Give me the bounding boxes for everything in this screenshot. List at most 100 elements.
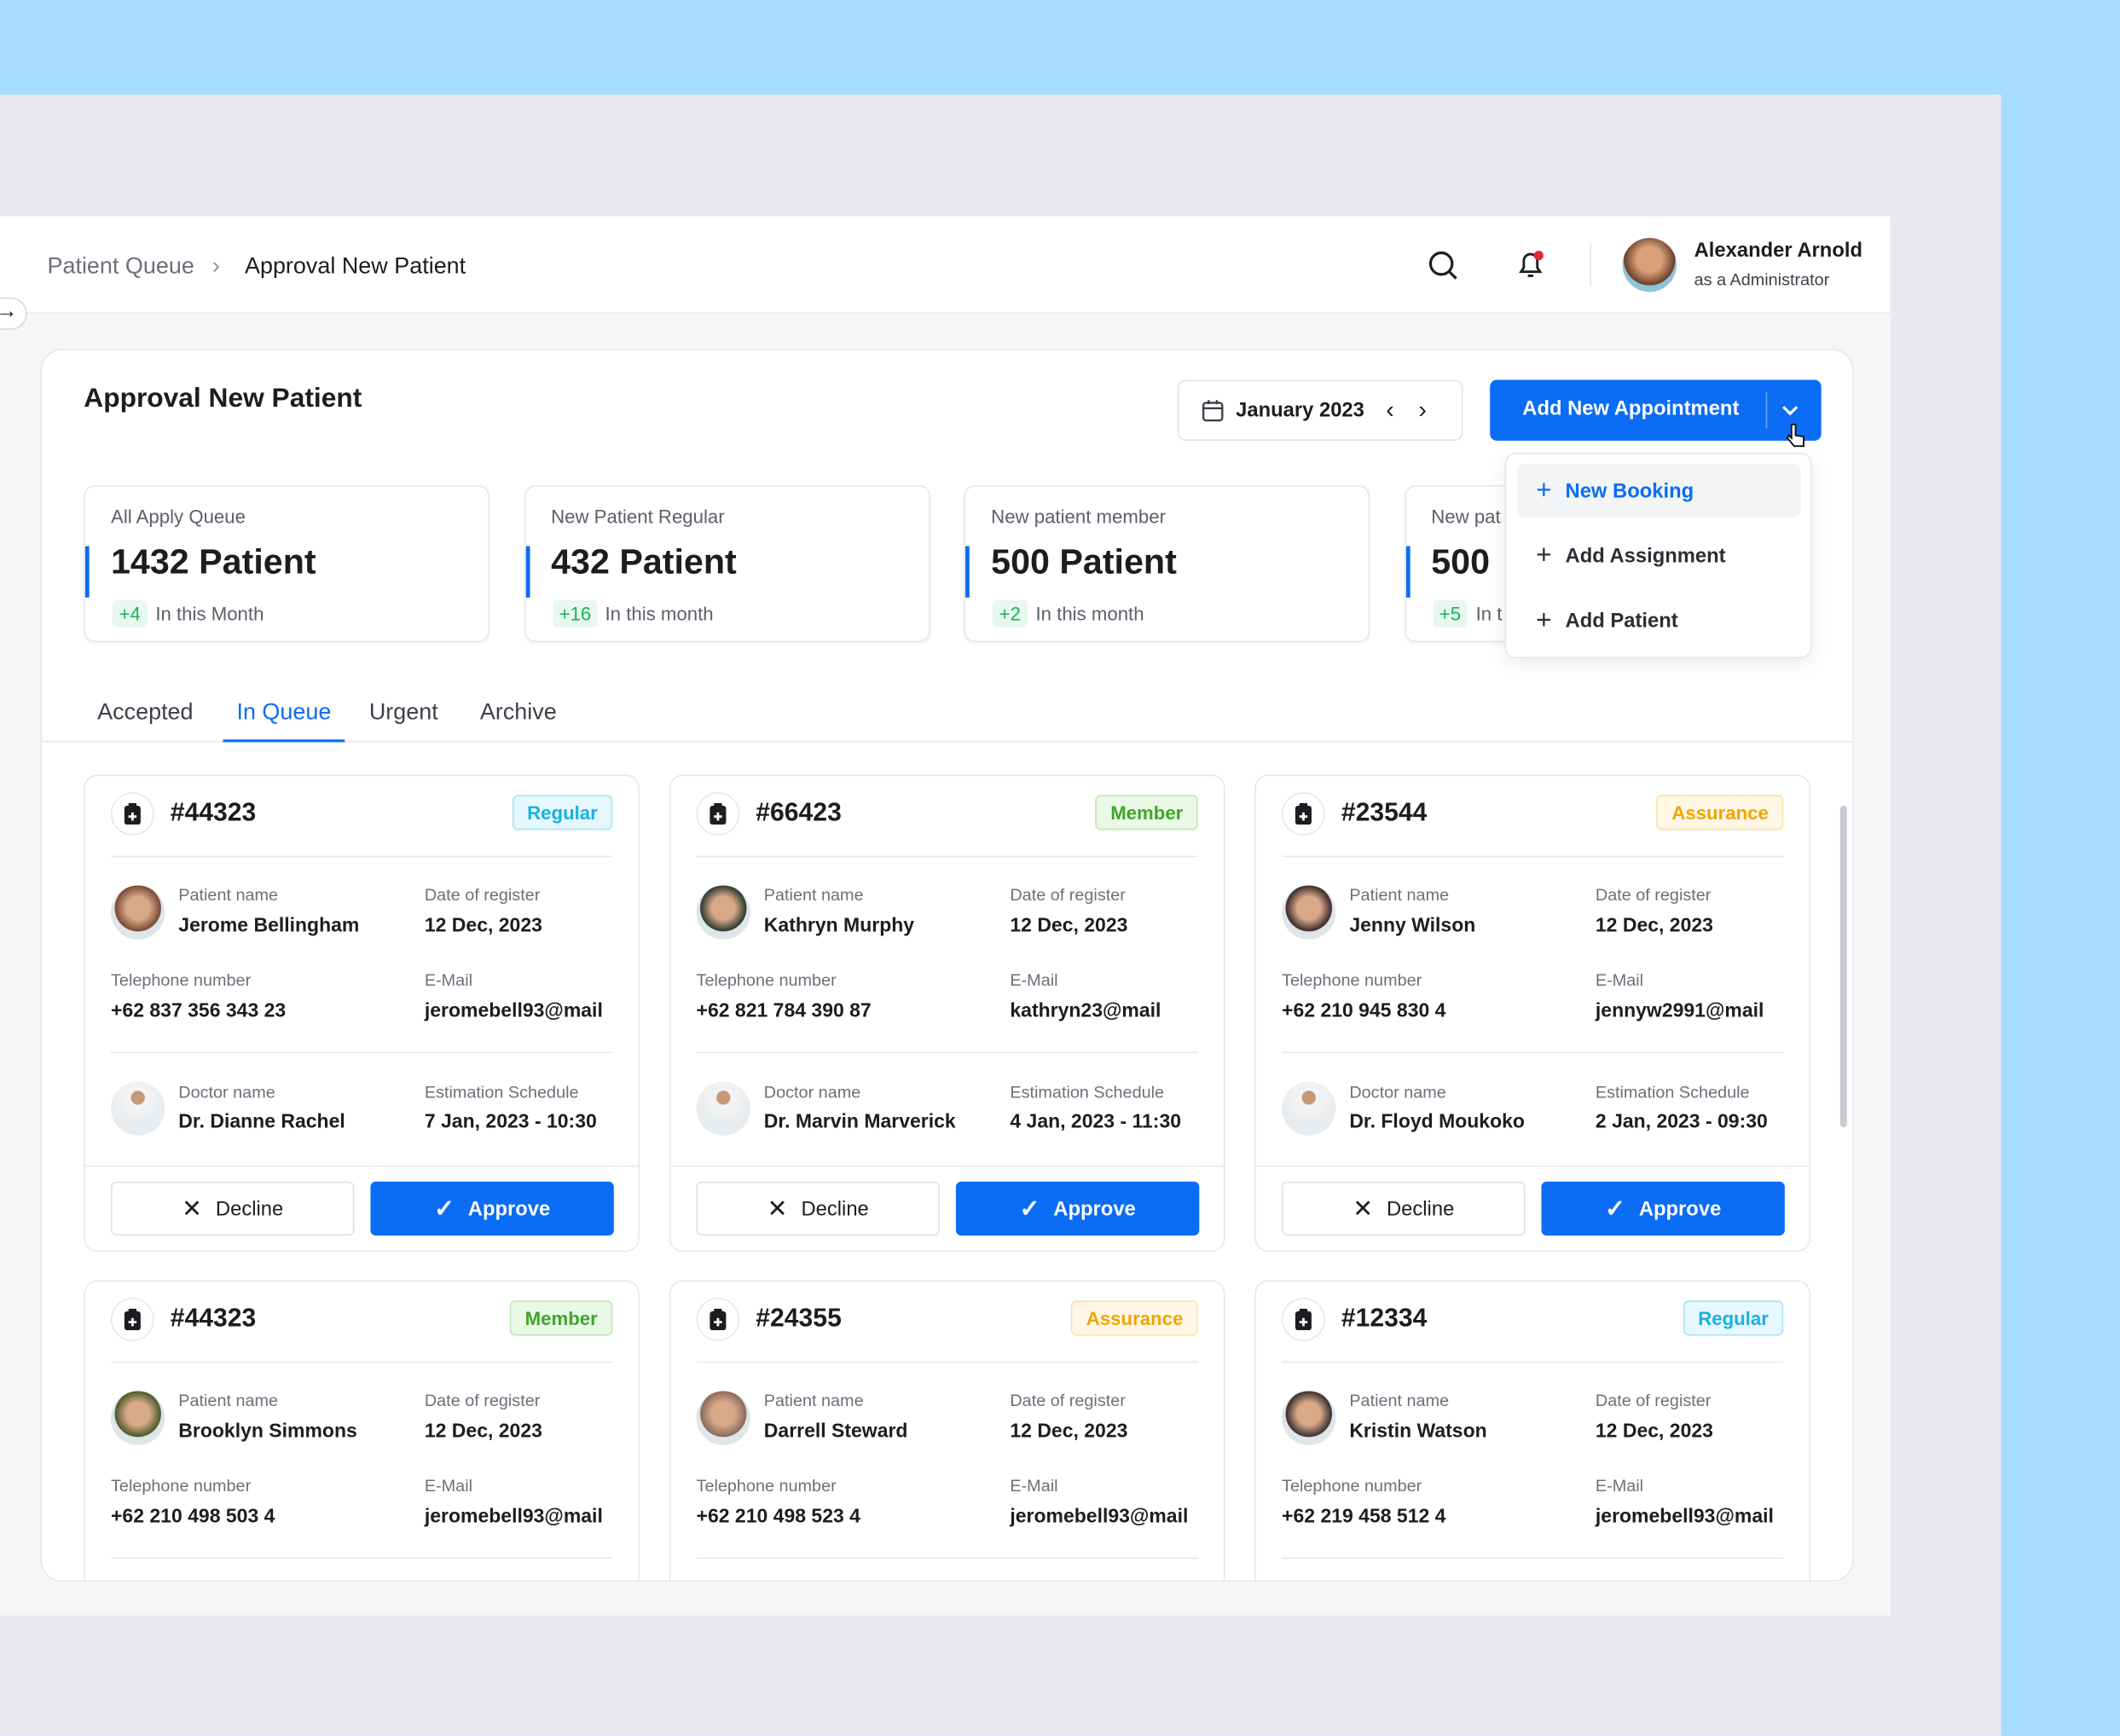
doctor-name: Dr. Floyd Moukoko bbox=[1349, 1111, 1525, 1133]
doctor-avatar bbox=[696, 1081, 750, 1136]
divider bbox=[84, 1165, 639, 1167]
check-icon: ✓ bbox=[1605, 1194, 1625, 1222]
telephone: +62 210 945 830 4 bbox=[1282, 1000, 1446, 1022]
decline-label: Decline bbox=[1386, 1196, 1455, 1220]
app-window: Patient Queue › Approval New Patient Ale… bbox=[0, 216, 1891, 1616]
patient-name: Jenny Wilson bbox=[1349, 915, 1476, 937]
register-date: 12 Dec, 2023 bbox=[424, 1421, 542, 1443]
decline-label: Decline bbox=[801, 1196, 869, 1220]
approve-button[interactable]: ✓ Approve bbox=[955, 1181, 1200, 1236]
menu-item-new-booking[interactable]: + New Booking bbox=[1516, 463, 1801, 518]
check-icon: ✓ bbox=[433, 1194, 455, 1222]
patient-card: #24355 Assurance Patient name Darrell St… bbox=[669, 1280, 1225, 1581]
status-badge: Assurance bbox=[1071, 1300, 1198, 1336]
stat-period: In t bbox=[1475, 603, 1503, 625]
close-icon: ✕ bbox=[182, 1194, 203, 1222]
status-badge: Regular bbox=[512, 795, 613, 830]
label: Date of register bbox=[1595, 885, 1712, 905]
tab-archive[interactable]: Archive bbox=[479, 698, 557, 725]
register-date: 12 Dec, 2023 bbox=[1595, 915, 1713, 937]
patient-id: #44323 bbox=[170, 799, 257, 828]
patient-name: Jerome Bellingham bbox=[178, 915, 360, 937]
label: Patient name bbox=[1349, 1391, 1450, 1410]
approve-button[interactable]: ✓ Approve bbox=[370, 1181, 614, 1236]
stat-card: All Apply Queue 1432 Patient +4 In this … bbox=[84, 485, 489, 643]
menu-label: New Booking bbox=[1565, 479, 1694, 503]
expand-sidebar-arrow-icon[interactable]: → bbox=[0, 297, 27, 330]
stat-delta: +16 bbox=[552, 599, 599, 628]
divider bbox=[1282, 855, 1784, 858]
tab-urgent[interactable]: Urgent bbox=[368, 698, 438, 725]
user-name: Alexander Arnold bbox=[1694, 239, 1862, 263]
approve-button[interactable]: ✓ Approve bbox=[1541, 1181, 1785, 1236]
divider bbox=[696, 855, 1198, 858]
menu-item-add-patient[interactable]: + Add Patient bbox=[1517, 593, 1801, 647]
label: Doctor name bbox=[1349, 1082, 1446, 1102]
bell-icon[interactable] bbox=[1515, 249, 1547, 281]
divider bbox=[1590, 243, 1592, 287]
schedule: 7 Jan, 2023 - 10:30 bbox=[424, 1111, 597, 1133]
register-date: 12 Dec, 2023 bbox=[1595, 1421, 1713, 1443]
chevron-right-icon: › bbox=[211, 252, 220, 279]
stat-value: 432 Patient bbox=[551, 541, 737, 582]
status-badge: Regular bbox=[1683, 1300, 1784, 1336]
label: E-Mail bbox=[1595, 1476, 1644, 1496]
decline-button[interactable]: ✕ Decline bbox=[696, 1181, 940, 1236]
label: Date of register bbox=[424, 1391, 541, 1410]
menu-label: Add Assignment bbox=[1565, 544, 1726, 568]
scrollbar[interactable] bbox=[1839, 805, 1847, 1128]
stat-label: All Apply Queue bbox=[111, 505, 246, 528]
clipboard-medical-icon bbox=[1282, 792, 1325, 836]
chevron-right-icon[interactable]: › bbox=[1418, 396, 1427, 424]
decline-button[interactable]: ✕ Decline bbox=[111, 1181, 355, 1236]
chevron-down-icon[interactable] bbox=[1781, 402, 1799, 420]
email: jeromebell93@mail bbox=[1595, 1506, 1774, 1528]
stat-value: 1432 Patient bbox=[111, 541, 316, 582]
tab-accepted[interactable]: Accepted bbox=[97, 698, 194, 725]
menu-item-add-assignment[interactable]: + Add Assignment bbox=[1517, 529, 1801, 582]
stat-card: New Patient Regular 432 Patient +16 In t… bbox=[524, 485, 930, 643]
patient-avatar bbox=[696, 885, 750, 940]
add-button-label: Add New Appointment bbox=[1522, 397, 1740, 421]
label: Patient name bbox=[763, 1391, 864, 1410]
doctor-avatar bbox=[1282, 1081, 1336, 1136]
plus-icon: + bbox=[1536, 605, 1552, 635]
stat-accent-bar bbox=[965, 546, 970, 598]
label: E-Mail bbox=[1010, 1476, 1058, 1496]
stat-delta: +2 bbox=[992, 599, 1028, 628]
chevron-left-icon[interactable]: ‹ bbox=[1386, 396, 1394, 424]
patient-avatar bbox=[1282, 1391, 1336, 1445]
divider bbox=[1282, 1557, 1784, 1560]
patient-name: Brooklyn Simmons bbox=[178, 1421, 357, 1443]
stat-value: 500 bbox=[1431, 541, 1491, 582]
user-avatar[interactable] bbox=[1622, 238, 1677, 292]
label: Estimation Schedule bbox=[424, 1082, 579, 1102]
stat-label: New pat bbox=[1431, 505, 1501, 528]
check-icon: ✓ bbox=[1019, 1194, 1040, 1222]
patient-id: #24355 bbox=[756, 1305, 842, 1334]
plus-icon: + bbox=[1536, 540, 1552, 570]
date-picker[interactable]: January 2023 ‹ › bbox=[1177, 379, 1463, 441]
telephone: +62 837 356 343 23 bbox=[111, 1000, 287, 1022]
label: Date of register bbox=[1595, 1391, 1712, 1410]
add-new-appointment-button[interactable]: Add New Appointment bbox=[1490, 379, 1822, 441]
patient-card: #23544 Assurance Patient name Jenny Wils… bbox=[1254, 774, 1810, 1253]
divider bbox=[670, 1165, 1224, 1167]
stat-label: New patient member bbox=[991, 505, 1166, 528]
email: jeromebell93@mail bbox=[424, 1506, 603, 1528]
schedule: 2 Jan, 2023 - 09:30 bbox=[1595, 1111, 1768, 1133]
label: Estimation Schedule bbox=[1010, 1082, 1165, 1102]
close-icon: ✕ bbox=[767, 1194, 788, 1222]
search-icon[interactable] bbox=[1428, 250, 1457, 280]
decline-button[interactable]: ✕ Decline bbox=[1282, 1181, 1526, 1236]
decline-label: Decline bbox=[215, 1196, 284, 1220]
label: Date of register bbox=[1010, 885, 1126, 905]
email: kathryn23@mail bbox=[1010, 1000, 1161, 1022]
telephone: +62 821 784 390 87 bbox=[696, 1000, 872, 1022]
tab-in-queue[interactable]: In Queue bbox=[223, 699, 345, 743]
label: Telephone number bbox=[1282, 1476, 1422, 1496]
divider bbox=[1282, 1361, 1784, 1363]
label: E-Mail bbox=[1010, 970, 1058, 990]
plus-icon: + bbox=[1536, 475, 1552, 506]
breadcrumb-parent[interactable]: Patient Queue bbox=[47, 252, 194, 279]
